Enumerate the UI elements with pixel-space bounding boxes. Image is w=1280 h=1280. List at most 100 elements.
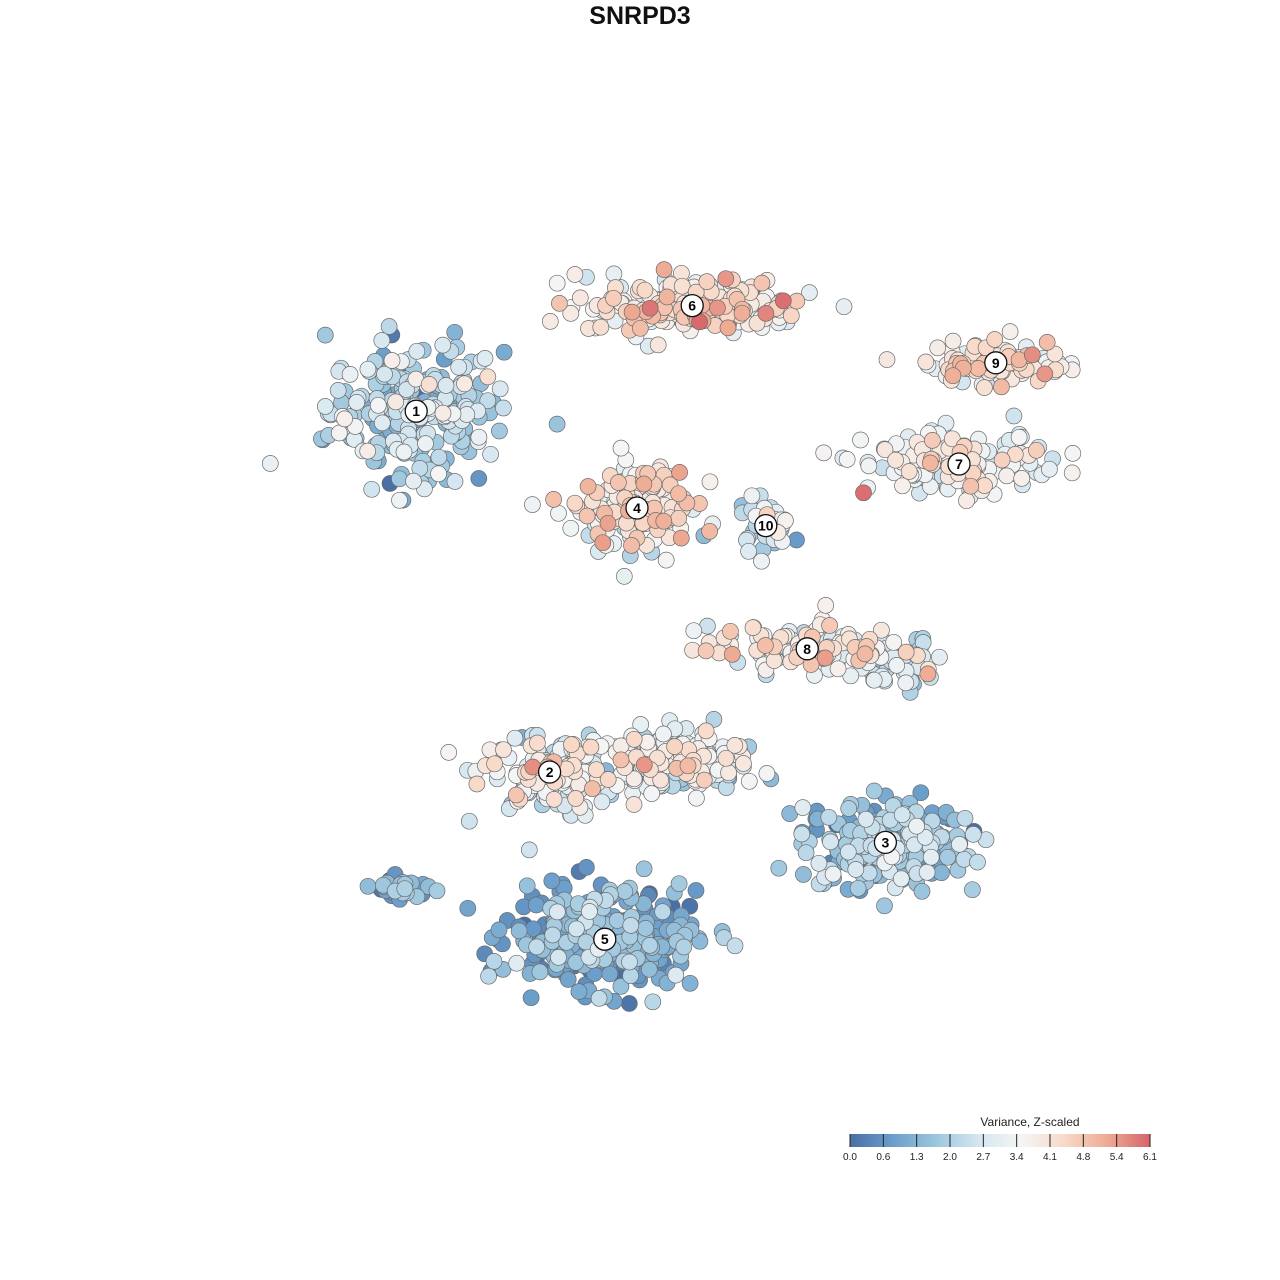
cluster-label-badge xyxy=(984,351,1008,375)
data-point xyxy=(839,843,857,861)
data-point xyxy=(495,399,512,417)
data-point xyxy=(723,646,741,663)
data-point xyxy=(590,990,608,1007)
data-point xyxy=(865,671,883,689)
data-point xyxy=(261,455,279,472)
data-point xyxy=(562,305,580,322)
data-point xyxy=(924,432,941,449)
cluster-label-badge xyxy=(947,452,971,476)
data-point xyxy=(566,494,584,512)
data-point xyxy=(795,866,812,883)
data-point xyxy=(405,472,422,490)
data-point xyxy=(468,775,486,793)
data-point xyxy=(717,749,735,767)
data-point xyxy=(855,484,872,502)
data-point xyxy=(922,848,940,866)
data-point xyxy=(612,978,630,995)
data-point xyxy=(793,825,811,843)
data-point xyxy=(667,966,685,984)
cluster-label-text: 5 xyxy=(601,931,609,947)
data-point xyxy=(434,404,452,422)
cluster-label-1: 1 xyxy=(404,399,428,423)
data-point xyxy=(640,961,658,978)
data-point xyxy=(649,336,667,354)
data-point xyxy=(847,861,865,878)
data-point xyxy=(543,872,561,890)
data-point xyxy=(916,829,934,846)
cluster-label-badge xyxy=(754,513,778,538)
data-point xyxy=(380,318,398,335)
chart-title: SNRPD3 xyxy=(589,2,691,30)
data-point xyxy=(887,451,904,469)
data-point xyxy=(1041,460,1058,478)
data-point xyxy=(592,318,610,336)
data-point xyxy=(701,473,719,491)
data-point xyxy=(897,674,915,692)
data-point xyxy=(698,273,716,290)
data-point xyxy=(757,637,774,654)
data-point xyxy=(625,730,643,748)
data-point xyxy=(470,470,488,487)
cluster-label-5: 5 xyxy=(593,927,617,951)
data-point xyxy=(670,509,688,527)
data-point xyxy=(601,965,619,983)
data-point xyxy=(709,299,726,317)
data-point xyxy=(329,382,347,399)
data-point xyxy=(815,444,833,462)
data-point xyxy=(594,534,612,552)
data-point xyxy=(857,810,875,828)
data-point xyxy=(697,642,715,660)
data-point xyxy=(782,307,800,325)
data-point xyxy=(506,729,524,747)
data-point xyxy=(1028,441,1045,459)
data-point xyxy=(673,277,691,295)
data-point xyxy=(620,995,638,1012)
data-point xyxy=(376,365,393,383)
data-point xyxy=(637,920,654,937)
data-point xyxy=(491,380,509,398)
data-point xyxy=(1038,334,1056,351)
data-point xyxy=(838,451,856,468)
data-point xyxy=(632,716,650,733)
data-point xyxy=(1023,346,1041,364)
data-point xyxy=(625,796,643,813)
cluster-label-6: 6 xyxy=(680,293,704,318)
data-point xyxy=(615,568,633,585)
data-point xyxy=(735,755,752,772)
data-point xyxy=(644,993,662,1011)
data-point xyxy=(330,424,348,442)
cluster-label-text: 3 xyxy=(882,834,890,850)
data-point xyxy=(733,304,751,322)
data-point xyxy=(986,331,1004,348)
cluster-label-8: 8 xyxy=(795,637,819,661)
data-point xyxy=(1064,445,1082,462)
data-point xyxy=(563,736,580,753)
data-point xyxy=(456,375,473,393)
data-point xyxy=(417,435,434,452)
data-point xyxy=(917,353,935,371)
cluster-label-7: 7 xyxy=(947,452,971,476)
data-point xyxy=(559,971,577,988)
data-point xyxy=(396,880,414,898)
data-point xyxy=(1005,407,1023,425)
data-point xyxy=(420,376,438,393)
data-point xyxy=(1013,470,1031,487)
data-point xyxy=(522,989,540,1007)
data-point xyxy=(470,428,488,446)
data-point xyxy=(969,853,986,871)
data-point xyxy=(774,292,792,310)
data-point xyxy=(794,799,812,816)
legend-tick-label: 4.8 xyxy=(1076,1152,1090,1163)
data-point xyxy=(697,722,715,740)
data-point xyxy=(740,542,757,560)
data-point xyxy=(631,319,649,337)
data-point xyxy=(852,431,869,449)
data-point xyxy=(446,323,464,341)
data-point xyxy=(695,771,713,789)
data-point xyxy=(599,771,617,788)
cluster-label-2: 2 xyxy=(537,760,562,784)
data-point xyxy=(440,744,458,761)
data-point xyxy=(348,394,366,411)
data-point xyxy=(894,477,911,495)
cluster-label-10: 10 xyxy=(754,513,778,538)
